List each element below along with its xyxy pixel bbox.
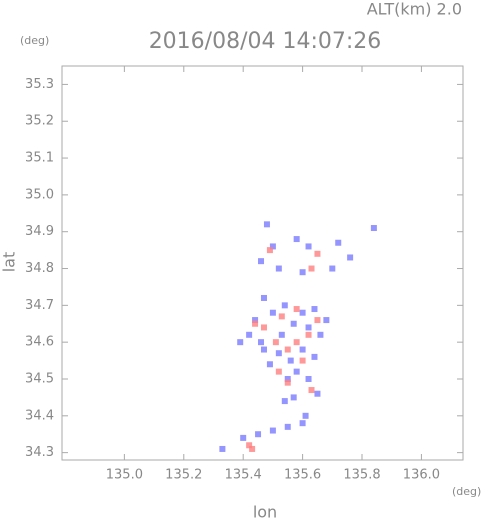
data-point <box>219 445 226 452</box>
data-point <box>260 324 267 331</box>
data-point <box>252 320 259 327</box>
y-tick-label: 34.6 <box>25 335 54 350</box>
data-point <box>311 353 318 360</box>
data-point <box>266 247 273 254</box>
y-tick-label: 35.3 <box>25 77 54 92</box>
data-point <box>240 434 247 441</box>
data-point <box>269 427 276 434</box>
y-tick-label: 34.8 <box>25 261 54 276</box>
data-point <box>305 375 312 382</box>
data-point <box>302 412 309 419</box>
data-point <box>269 309 276 316</box>
y-tick-label: 35.2 <box>25 114 54 129</box>
data-point <box>299 309 306 316</box>
y-tick-label: 34.9 <box>25 224 54 239</box>
data-point <box>299 357 306 364</box>
data-point <box>317 331 324 338</box>
data-point <box>314 317 321 324</box>
data-point <box>266 361 273 368</box>
data-point <box>299 420 306 427</box>
data-point <box>269 243 276 250</box>
data-point <box>290 394 297 401</box>
data-point <box>252 317 259 324</box>
x-tick-label: 135.8 <box>343 468 380 483</box>
x-tick-label: 135.6 <box>284 468 321 483</box>
data-point <box>258 339 265 346</box>
data-point <box>314 390 321 397</box>
data-point <box>329 265 336 272</box>
data-point <box>335 239 342 246</box>
data-point <box>370 225 377 232</box>
data-point <box>278 313 285 320</box>
chart-title: 2016/08/04 14:07:26 <box>149 29 382 54</box>
y-tick-label: 35.0 <box>25 187 54 202</box>
data-point <box>246 331 253 338</box>
data-point <box>281 398 288 405</box>
plot-frame <box>61 65 464 461</box>
data-point <box>278 331 285 338</box>
data-point <box>299 269 306 276</box>
data-point <box>323 317 330 324</box>
data-point <box>237 339 244 346</box>
data-point <box>263 221 270 228</box>
data-point <box>275 368 282 375</box>
data-point <box>260 346 267 353</box>
data-point <box>305 324 312 331</box>
data-point <box>284 423 291 430</box>
data-point <box>275 265 282 272</box>
data-point <box>290 320 297 327</box>
data-point <box>299 346 306 353</box>
y-tick-label: 34.5 <box>25 371 54 386</box>
data-point <box>284 346 291 353</box>
data-point <box>347 254 354 261</box>
data-point <box>293 368 300 375</box>
x-tick-label: 135.0 <box>106 468 143 483</box>
x-axis-label: lon <box>253 503 277 521</box>
data-point <box>293 306 300 313</box>
data-point <box>305 243 312 250</box>
y-tick-label: 34.3 <box>25 445 54 460</box>
x-tick-label: 136.0 <box>403 468 440 483</box>
y-tick-label: 34.4 <box>25 408 54 423</box>
data-point <box>249 445 256 452</box>
data-point <box>284 379 291 386</box>
data-point <box>311 306 318 313</box>
data-point <box>260 294 267 301</box>
data-point <box>275 350 282 357</box>
y-tick-label: 35.1 <box>25 151 54 166</box>
chart-subtitle: ALT(km) 2.0 <box>367 0 462 19</box>
data-point <box>305 331 312 338</box>
data-point <box>308 387 315 394</box>
data-point <box>287 357 294 364</box>
data-point <box>281 302 288 309</box>
data-point <box>284 375 291 382</box>
x-unit: (deg) <box>452 485 481 498</box>
data-point <box>258 258 265 265</box>
data-point <box>293 236 300 243</box>
y-unit: (deg) <box>20 34 49 47</box>
y-axis-label: lat <box>0 252 19 273</box>
y-tick-label: 34.7 <box>25 298 54 313</box>
x-tick-label: 135.2 <box>165 468 202 483</box>
x-tick-label: 135.4 <box>225 468 262 483</box>
data-point <box>308 265 315 272</box>
data-point <box>293 339 300 346</box>
data-point <box>272 339 279 346</box>
data-point <box>246 442 253 449</box>
data-point <box>314 250 321 257</box>
data-point <box>255 431 262 438</box>
